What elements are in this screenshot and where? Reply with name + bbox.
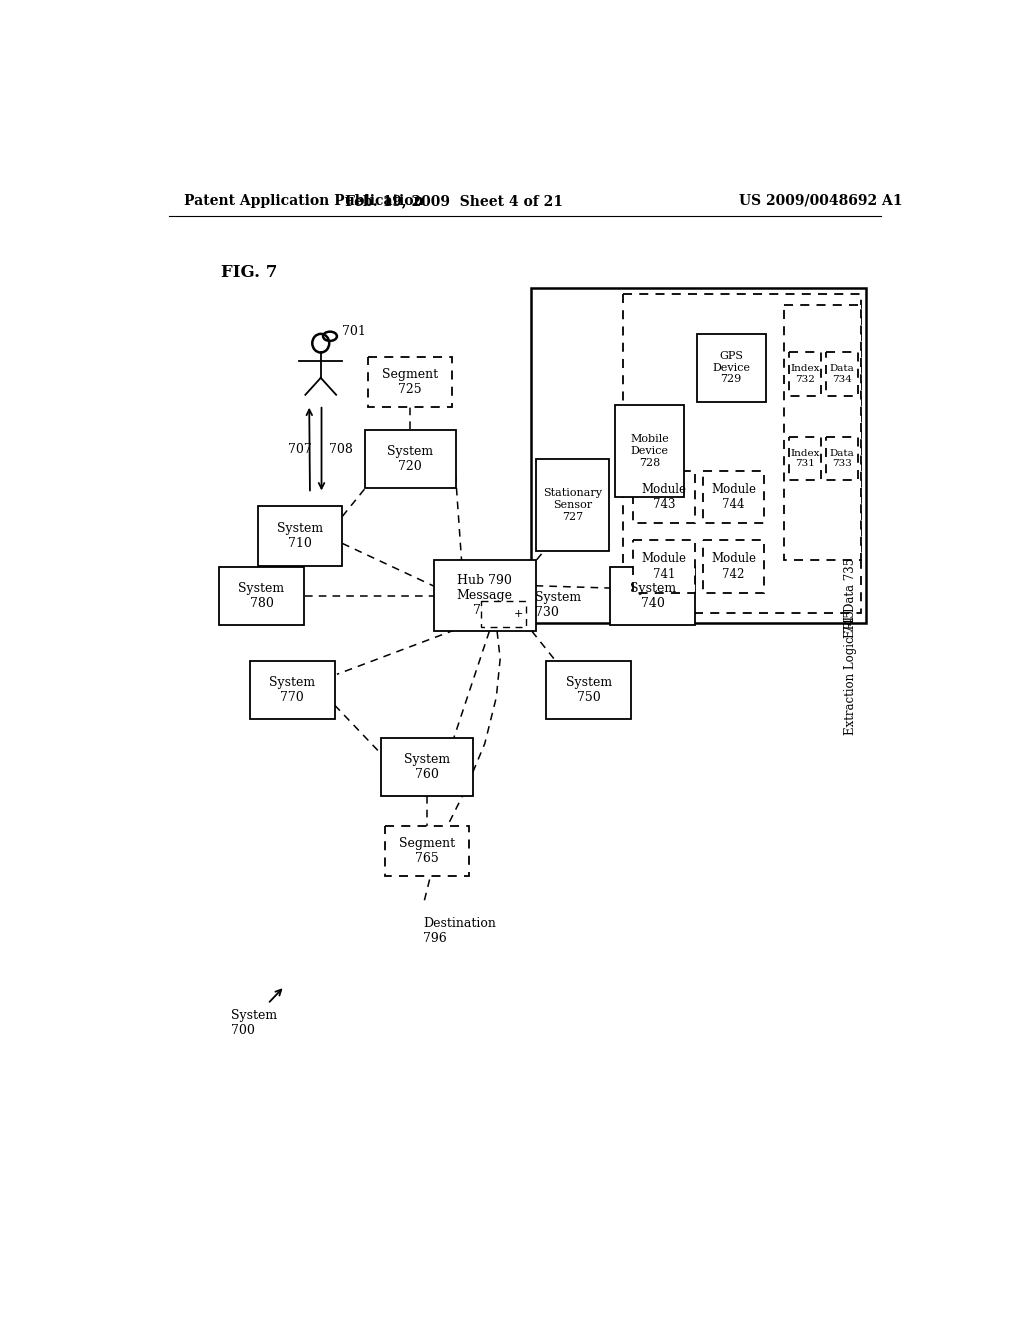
- Bar: [610, 566, 695, 624]
- Text: System
700: System 700: [230, 1010, 276, 1038]
- Bar: [634, 540, 695, 593]
- Bar: [788, 437, 821, 480]
- Text: 701: 701: [342, 325, 367, 338]
- Text: Module
743: Module 743: [642, 483, 687, 511]
- Bar: [481, 601, 525, 627]
- Bar: [614, 405, 684, 498]
- Text: Data
734: Data 734: [829, 364, 854, 384]
- Bar: [826, 352, 858, 396]
- Bar: [250, 661, 335, 718]
- Bar: [369, 356, 452, 407]
- Bar: [826, 437, 858, 480]
- Bar: [434, 560, 536, 631]
- Text: Index
732: Index 732: [791, 364, 820, 384]
- Text: System
710: System 710: [276, 521, 323, 549]
- Text: Module
742: Module 742: [711, 553, 756, 581]
- Text: 708: 708: [330, 444, 353, 455]
- Text: System
770: System 770: [269, 676, 315, 704]
- Bar: [531, 288, 866, 623]
- Bar: [783, 305, 860, 560]
- Text: Feb. 19, 2009  Sheet 4 of 21: Feb. 19, 2009 Sheet 4 of 21: [345, 194, 563, 207]
- Bar: [536, 459, 609, 552]
- Bar: [219, 566, 304, 624]
- Bar: [381, 738, 473, 796]
- Bar: [365, 430, 456, 487]
- Text: Destination
796: Destination 796: [423, 917, 496, 945]
- Bar: [702, 471, 764, 523]
- Bar: [634, 471, 695, 523]
- Text: System
720: System 720: [387, 445, 433, 473]
- Bar: [702, 540, 764, 593]
- Text: Mobile
Device
728: Mobile Device 728: [630, 434, 669, 467]
- Bar: [385, 826, 469, 876]
- Text: Index
731: Index 731: [791, 449, 820, 469]
- Text: System
730: System 730: [535, 591, 581, 619]
- Text: Patent Application Publication: Patent Application Publication: [184, 194, 424, 207]
- Text: Hub 790
Message
795: Hub 790 Message 795: [457, 574, 513, 618]
- Text: Module
741: Module 741: [642, 553, 687, 581]
- Text: Segment
765: Segment 765: [399, 837, 455, 866]
- Bar: [788, 352, 821, 396]
- Text: ERI Data 735: ERI Data 735: [845, 557, 857, 638]
- Text: US 2009/0048692 A1: US 2009/0048692 A1: [739, 194, 902, 207]
- Text: Module
744: Module 744: [711, 483, 756, 511]
- Bar: [258, 506, 342, 566]
- Text: Extraction Logic 745: Extraction Logic 745: [845, 610, 857, 735]
- Text: FIG. 7: FIG. 7: [221, 264, 278, 281]
- Text: Stationary
Sensor
727: Stationary Sensor 727: [543, 488, 602, 521]
- Bar: [696, 334, 766, 401]
- Text: +: +: [514, 610, 523, 619]
- Bar: [547, 661, 631, 718]
- Text: GPS
Device
729: GPS Device 729: [712, 351, 751, 384]
- Text: System
780: System 780: [239, 582, 285, 610]
- Text: Segment
725: Segment 725: [382, 368, 438, 396]
- Text: 707: 707: [288, 444, 311, 455]
- Text: System
760: System 760: [403, 752, 451, 780]
- Text: Data
733: Data 733: [829, 449, 854, 469]
- Text: System
750: System 750: [565, 676, 611, 704]
- Text: System
740: System 740: [630, 582, 676, 610]
- Bar: [624, 294, 860, 614]
